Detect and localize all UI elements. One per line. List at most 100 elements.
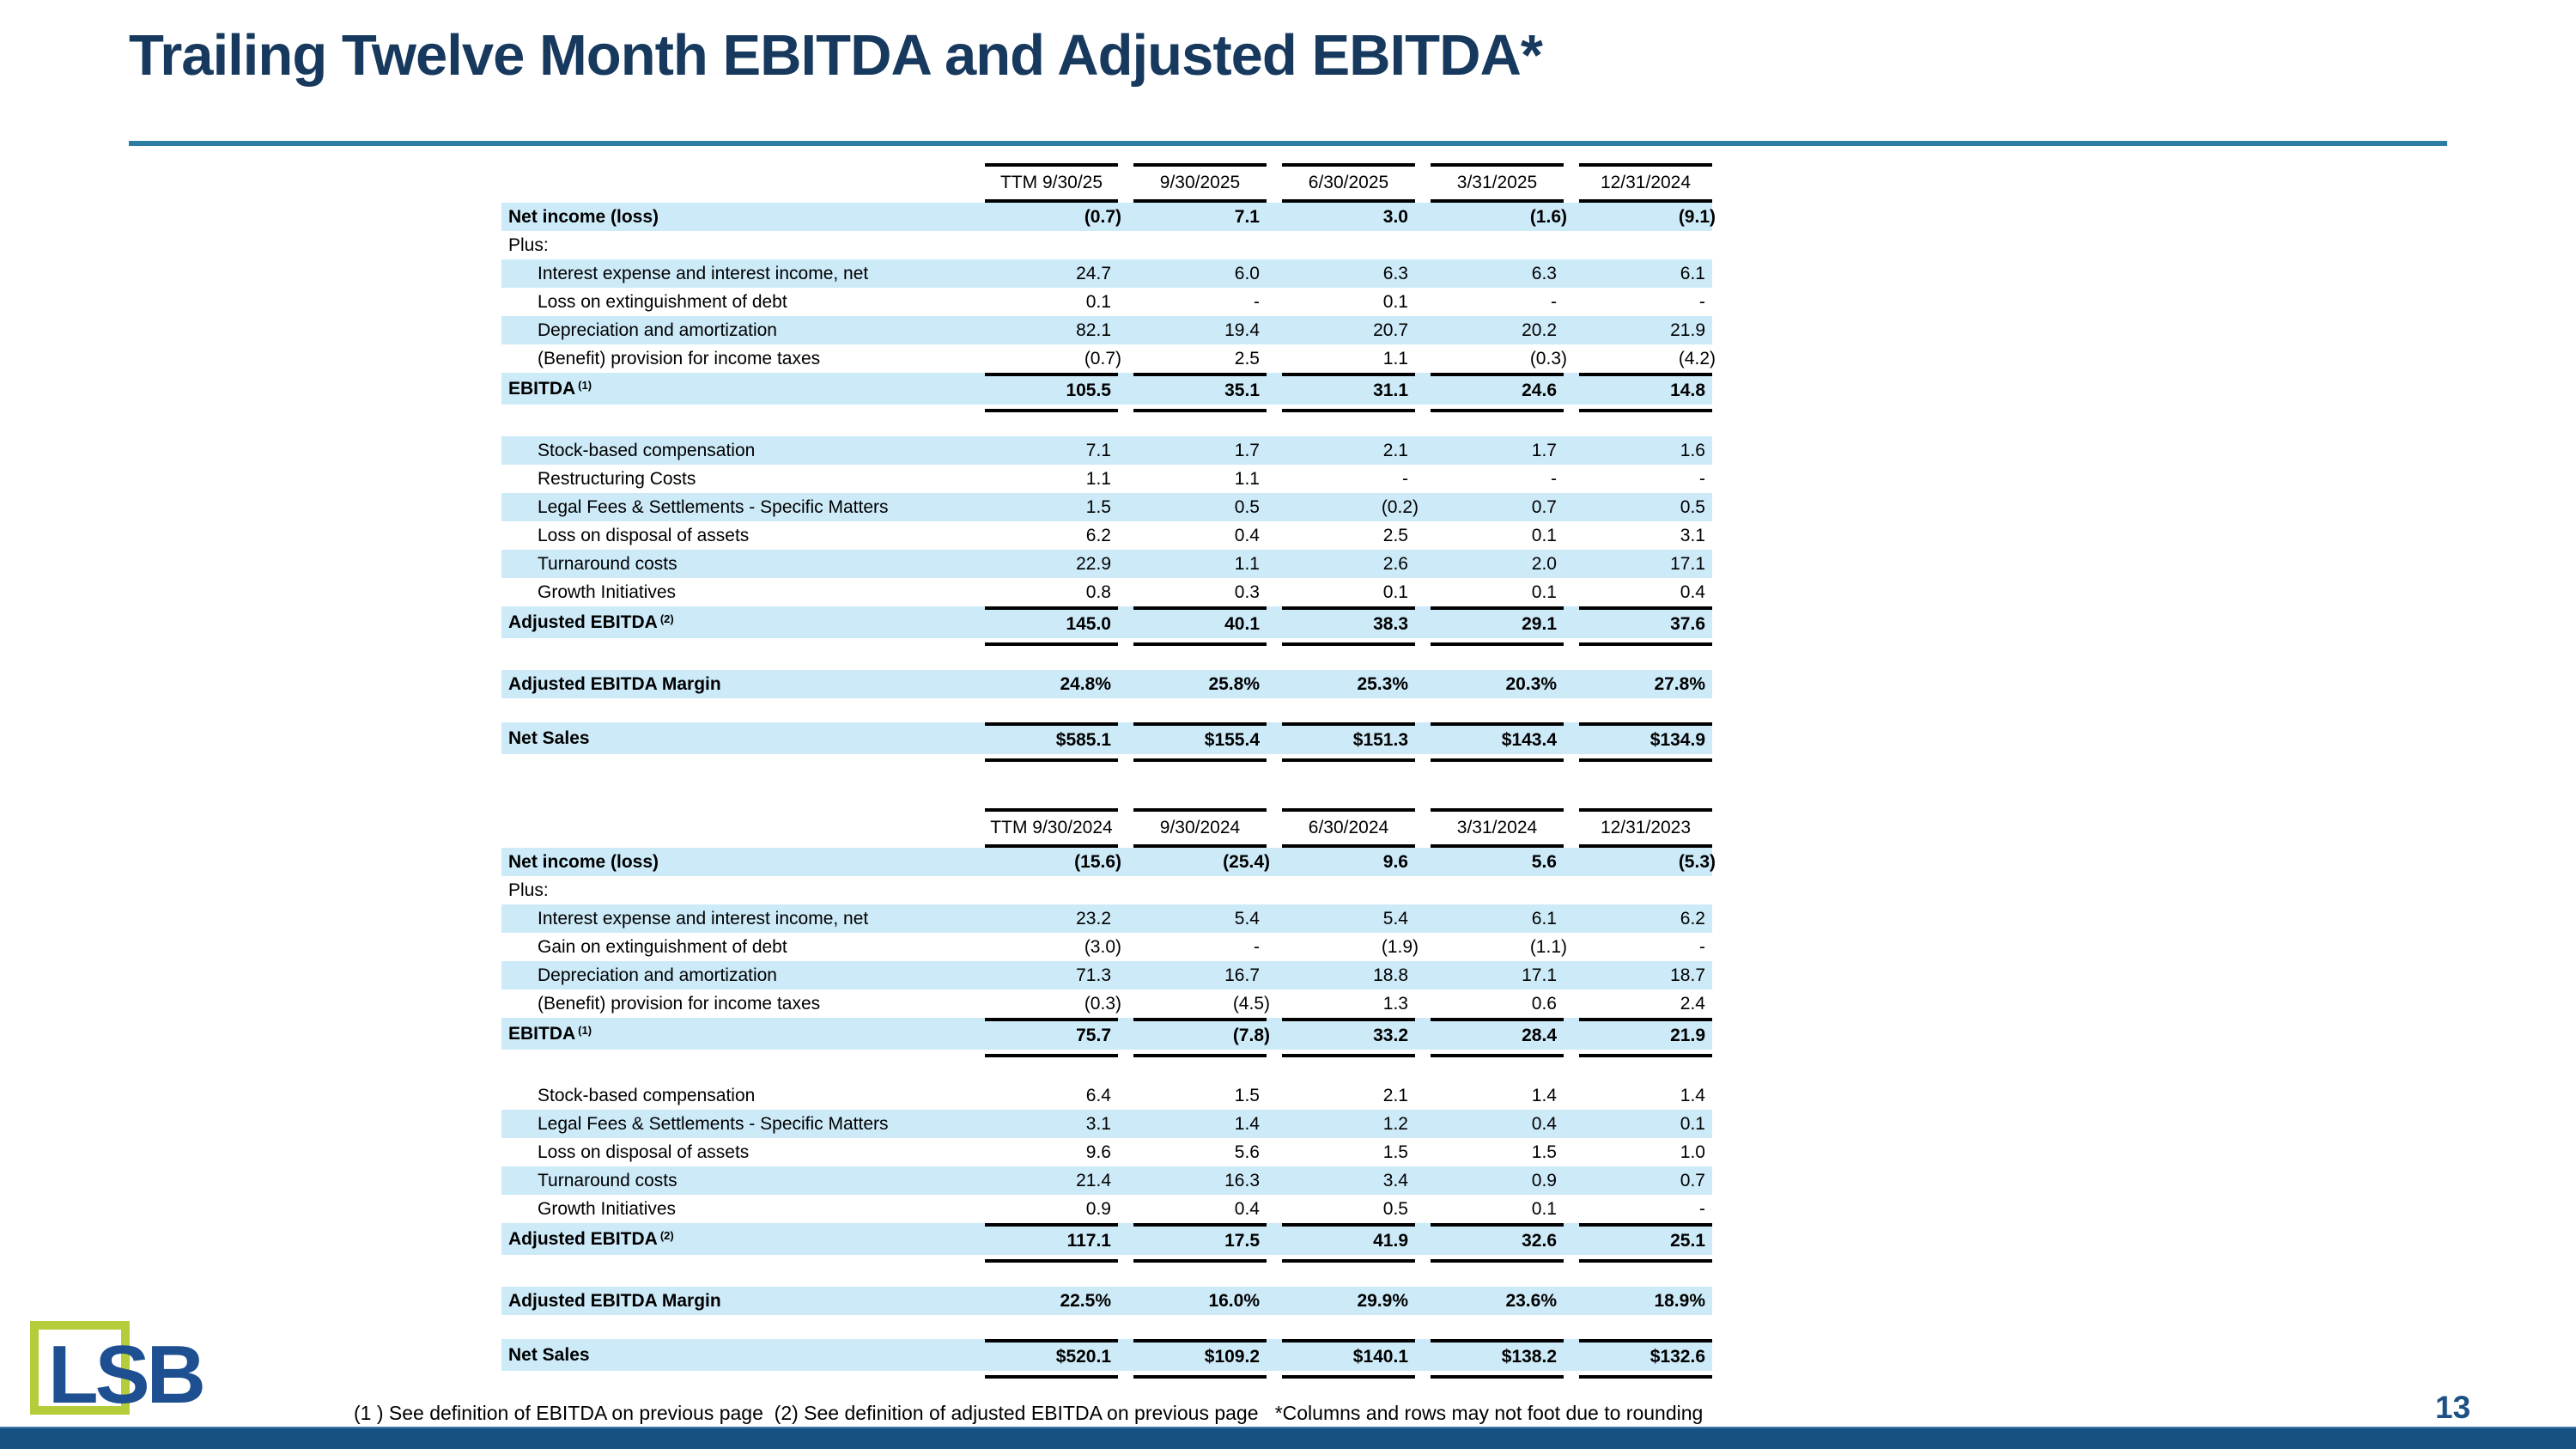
row-label-cell: Loss on disposal of assets [501, 521, 969, 550]
value-cell: 16.0% [1118, 1287, 1267, 1315]
value-cell: 0.6 [1415, 989, 1564, 1018]
value-seg [1431, 876, 1564, 904]
underline-cell [1267, 1050, 1415, 1057]
value-cell: 6.2 [1564, 904, 1712, 933]
value-seg: 24.6 [1431, 373, 1564, 405]
value-seg: 7.1 [985, 436, 1118, 465]
value-seg: 38.3 [1282, 606, 1415, 638]
cell-value: (1.6) [1529, 206, 1567, 227]
value-seg: $109.2 [1133, 1339, 1267, 1371]
cell-value: (0.7) [1084, 348, 1121, 368]
cell-value: $132.6 [1649, 1346, 1705, 1367]
value-cell: (25.4) [1118, 848, 1270, 876]
table-row: Depreciation and amortization 82.1 19.4 20.… [501, 316, 1712, 344]
row-label-cell: Net Sales [501, 1339, 969, 1371]
cell-value: 40.1 [1224, 613, 1260, 634]
value-cell: 6.1 [1564, 259, 1712, 288]
cell-value: 0.4 [1680, 581, 1705, 602]
cell-value: 2.1 [1382, 1085, 1408, 1105]
value-seg: 16.0% [1133, 1287, 1267, 1315]
row-label-cell: Gain on extinguishment of debt [501, 933, 969, 961]
value-cell: 9.6 [1267, 848, 1415, 876]
value-cell: 28.4 [1415, 1018, 1564, 1050]
value-cell: (0.3) [1415, 344, 1567, 373]
value-cell: 1.3 [1267, 989, 1415, 1018]
underline-row [501, 1371, 1712, 1379]
value-seg: 6.3 [1431, 259, 1564, 288]
cell-value: 27.8% [1654, 673, 1705, 694]
value-cell [969, 876, 1118, 904]
underline-row [501, 1050, 1712, 1057]
row-label: Depreciation and amortization [538, 320, 777, 340]
cell-value: $520.1 [1055, 1346, 1111, 1367]
value-cell: 1.1 [1267, 344, 1415, 373]
value-cell: (7.8) [1118, 1018, 1270, 1050]
cell-value: 145.0 [1066, 613, 1111, 634]
value-seg: (3.0) [985, 933, 1121, 961]
underline-cell [1118, 1050, 1267, 1057]
value-seg: 1.5 [1282, 1138, 1415, 1166]
value-seg: 5.6 [1133, 1138, 1267, 1166]
row-label: Turnaround costs [538, 1171, 677, 1190]
cell-value: 2.4 [1680, 993, 1705, 1014]
underline-row [501, 638, 1712, 646]
value-seg [985, 231, 1118, 259]
value-seg: 7.1 [1133, 203, 1267, 231]
value-seg: - [1431, 288, 1564, 316]
cell-value: 9.6 [1085, 1142, 1111, 1162]
table-row: Growth Initiatives 0.8 0.3 0.1 0.1 0.4 [501, 578, 1712, 606]
underline-seg [985, 1050, 1118, 1057]
underline-seg [985, 754, 1118, 762]
cell-value: 2.5 [1234, 348, 1260, 368]
cell-value: 2.5 [1382, 525, 1408, 545]
value-cell: - [1564, 288, 1712, 316]
value-seg: 1.5 [985, 493, 1118, 521]
cell-value: 0.1 [1531, 581, 1557, 602]
row-gap [501, 1263, 1712, 1287]
cell-value: $155.4 [1204, 729, 1260, 750]
cell-value: 2.1 [1382, 440, 1408, 460]
value-cell: 0.1 [1564, 1110, 1712, 1138]
table-header-row: TTM 9/30/25 9/30/2025 6/30/2025 3/31/2025 12… [501, 163, 1712, 203]
value-cell [1564, 231, 1712, 259]
cell-value: 6.3 [1531, 263, 1557, 283]
row-label-cell: EBITDA (1) [501, 373, 969, 405]
cell-value: 14.8 [1670, 380, 1705, 400]
row-label: Stock-based compensation [538, 441, 756, 460]
value-seg: 6.4 [985, 1081, 1118, 1110]
value-seg: 0.1 [1431, 1195, 1564, 1223]
value-cell: (4.2) [1564, 344, 1716, 373]
table-row: Net Sales $585.1 $155.4 $151.3 $143.4 $134.9 [501, 722, 1712, 754]
value-cell [1415, 876, 1564, 904]
value-cell: 1.5 [1415, 1138, 1564, 1166]
cell-value: 1.4 [1531, 1085, 1557, 1105]
value-cell: (1.1) [1415, 933, 1567, 961]
value-cell: 71.3 [969, 961, 1118, 989]
value-cell: - [1118, 288, 1267, 316]
underline-cell [1267, 405, 1415, 412]
value-seg: 23.2 [985, 904, 1118, 933]
table-row: Stock-based compensation 7.1 1.7 2.1 1.7 1.6 [501, 436, 1712, 465]
underline-seg [1431, 754, 1564, 762]
row-label-cell: Stock-based compensation [501, 436, 969, 465]
underline-seg [1133, 405, 1267, 412]
value-seg: 25.1 [1579, 1223, 1712, 1255]
underline-cell [1564, 754, 1712, 762]
value-seg: $140.1 [1282, 1339, 1415, 1371]
value-seg: - [1579, 288, 1712, 316]
value-cell: (1.9) [1267, 933, 1419, 961]
value-cell: 18.9% [1564, 1287, 1712, 1315]
value-seg: (1.9) [1282, 933, 1419, 961]
value-seg: 28.4 [1431, 1018, 1564, 1050]
underline-spacer [501, 1050, 969, 1057]
value-seg: 41.9 [1282, 1223, 1415, 1255]
value-seg: 0.5 [1282, 1195, 1415, 1223]
value-seg: $585.1 [985, 722, 1118, 754]
value-cell: $520.1 [969, 1339, 1118, 1371]
value-seg: 0.8 [985, 578, 1118, 606]
cell-value: 25.3% [1357, 673, 1408, 694]
cell-value: 25.8% [1208, 673, 1260, 694]
row-label-cell: Interest expense and interest income, ne… [501, 904, 969, 933]
underline-seg [985, 1371, 1118, 1379]
column-header-label: 12/31/2023 [1600, 818, 1692, 837]
